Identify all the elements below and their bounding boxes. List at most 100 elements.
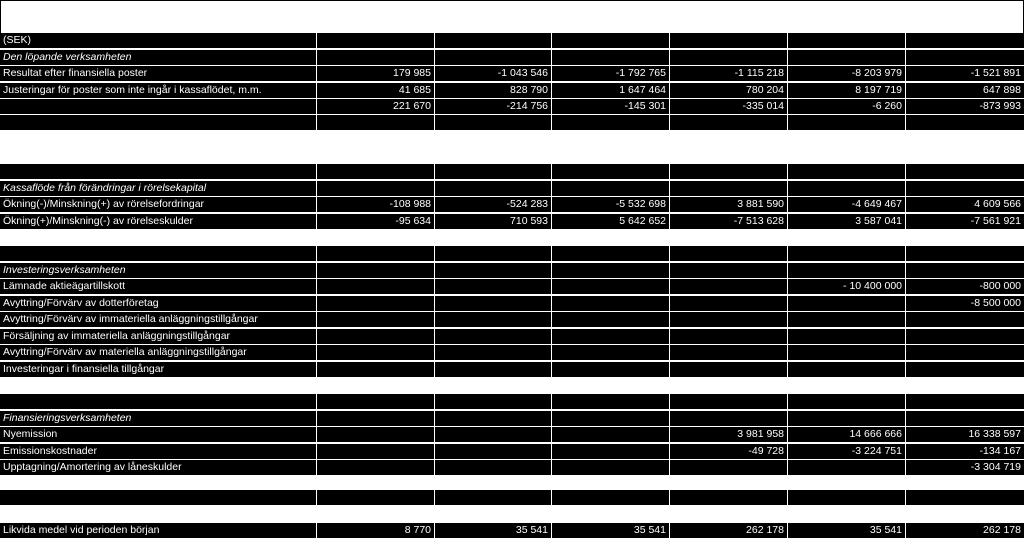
value-cell-col4[interactable]: 3 981 958 xyxy=(670,427,788,443)
value-cell-col6[interactable] xyxy=(906,50,1024,66)
value-cell-col6[interactable]: 262 178 xyxy=(906,523,1024,539)
row-label[interactable] xyxy=(0,115,317,131)
value-cell-col2[interactable] xyxy=(435,329,552,345)
row-label[interactable]: (SEK) xyxy=(0,33,317,49)
value-cell-col6[interactable] xyxy=(906,411,1024,427)
row-label[interactable]: Ökning(-)/Minskning(+) av rörelsefordrin… xyxy=(0,197,317,213)
value-cell-col3[interactable] xyxy=(552,33,670,49)
row-label[interactable]: Upptagning/Amortering av låneskulder xyxy=(0,460,317,476)
row-label[interactable]: Investeringar i finansiella tillgångar xyxy=(0,362,317,378)
value-cell-col4[interactable]: -7 513 628 xyxy=(670,214,788,230)
value-cell-col1[interactable] xyxy=(317,296,435,312)
value-cell-col3[interactable] xyxy=(552,296,670,312)
value-cell-col5[interactable] xyxy=(788,411,906,427)
value-cell-col3[interactable] xyxy=(552,427,670,443)
value-cell-col2[interactable]: 710 593 xyxy=(435,214,552,230)
value-cell-col2[interactable]: -1 043 546 xyxy=(435,66,552,82)
value-cell-col3[interactable] xyxy=(552,312,670,328)
value-cell-col2[interactable] xyxy=(435,362,552,378)
value-cell-col2[interactable] xyxy=(435,296,552,312)
value-cell-col2[interactable] xyxy=(435,246,552,262)
value-cell-col6[interactable] xyxy=(906,329,1024,345)
value-cell-col6[interactable] xyxy=(906,115,1024,131)
value-cell-col1[interactable]: 221 670 xyxy=(317,99,435,115)
value-cell-col5[interactable] xyxy=(788,329,906,345)
value-cell-col4[interactable] xyxy=(670,246,788,262)
value-cell-col5[interactable] xyxy=(788,246,906,262)
value-cell-col3[interactable] xyxy=(552,164,670,180)
value-cell-col3[interactable] xyxy=(552,246,670,262)
value-cell-col5[interactable] xyxy=(788,362,906,378)
value-cell-col5[interactable]: - 10 400 000 xyxy=(788,279,906,295)
row-label[interactable]: Resultat efter finansiella poster xyxy=(0,66,317,82)
row-label[interactable] xyxy=(0,490,317,506)
row-label[interactable]: Investeringsverksamheten xyxy=(0,263,317,279)
value-cell-col2[interactable]: 35 541 xyxy=(435,523,552,539)
row-label[interactable]: Nyemission xyxy=(0,427,317,443)
value-cell-col3[interactable] xyxy=(552,460,670,476)
value-cell-col1[interactable] xyxy=(317,490,435,506)
value-cell-col1[interactable] xyxy=(317,33,435,49)
value-cell-col3[interactable]: -145 301 xyxy=(552,99,670,115)
row-label[interactable]: Försäljning av immateriella anläggningst… xyxy=(0,329,317,345)
value-cell-col6[interactable]: -8 500 000 xyxy=(906,296,1024,312)
value-cell-col5[interactable] xyxy=(788,296,906,312)
value-cell-col2[interactable] xyxy=(435,263,552,279)
row-label[interactable]: Likvida medel vid perioden början xyxy=(0,523,317,539)
value-cell-col1[interactable] xyxy=(317,329,435,345)
value-cell-col3[interactable] xyxy=(552,181,670,197)
value-cell-col4[interactable] xyxy=(670,394,788,410)
value-cell-col4[interactable]: -1 115 218 xyxy=(670,66,788,82)
row-label[interactable] xyxy=(0,246,317,262)
value-cell-col3[interactable] xyxy=(552,394,670,410)
value-cell-col5[interactable] xyxy=(788,115,906,131)
row-label[interactable]: Avyttring/Förvärv av immateriella anlägg… xyxy=(0,312,317,328)
value-cell-col4[interactable] xyxy=(670,181,788,197)
value-cell-col6[interactable]: -1 521 891 xyxy=(906,66,1024,82)
value-cell-col3[interactable]: 1 647 464 xyxy=(552,83,670,99)
value-cell-col1[interactable] xyxy=(317,345,435,361)
value-cell-col6[interactable] xyxy=(906,263,1024,279)
value-cell-col4[interactable]: 3 881 590 xyxy=(670,197,788,213)
value-cell-col1[interactable]: -95 634 xyxy=(317,214,435,230)
row-label[interactable]: Kassaflöde från förändringar i rörelseka… xyxy=(0,181,317,197)
value-cell-col6[interactable] xyxy=(906,33,1024,49)
value-cell-col5[interactable] xyxy=(788,490,906,506)
value-cell-col5[interactable]: 8 197 719 xyxy=(788,83,906,99)
value-cell-col4[interactable] xyxy=(670,362,788,378)
row-label[interactable] xyxy=(0,99,317,115)
value-cell-col4[interactable] xyxy=(670,345,788,361)
value-cell-col6[interactable]: -3 304 719 xyxy=(906,460,1024,476)
value-cell-col5[interactable]: -8 203 979 xyxy=(788,66,906,82)
value-cell-col2[interactable] xyxy=(435,490,552,506)
value-cell-col3[interactable] xyxy=(552,444,670,460)
title-cell[interactable] xyxy=(0,0,1024,34)
value-cell-col5[interactable]: 35 541 xyxy=(788,523,906,539)
value-cell-col2[interactable] xyxy=(435,444,552,460)
value-cell-col5[interactable] xyxy=(788,460,906,476)
value-cell-col3[interactable] xyxy=(552,279,670,295)
value-cell-col1[interactable] xyxy=(317,394,435,410)
value-cell-col6[interactable] xyxy=(906,181,1024,197)
value-cell-col5[interactable] xyxy=(788,33,906,49)
value-cell-col1[interactable] xyxy=(317,246,435,262)
value-cell-col2[interactable] xyxy=(435,460,552,476)
value-cell-col5[interactable]: -6 260 xyxy=(788,99,906,115)
value-cell-col5[interactable]: 3 587 041 xyxy=(788,214,906,230)
value-cell-col3[interactable] xyxy=(552,329,670,345)
value-cell-col4[interactable]: 262 178 xyxy=(670,523,788,539)
value-cell-col4[interactable] xyxy=(670,460,788,476)
value-cell-col1[interactable]: 41 685 xyxy=(317,83,435,99)
value-cell-col3[interactable]: -1 792 765 xyxy=(552,66,670,82)
value-cell-col5[interactable]: 14 666 666 xyxy=(788,427,906,443)
row-label[interactable]: Emissionskostnader xyxy=(0,444,317,460)
value-cell-col4[interactable] xyxy=(670,329,788,345)
value-cell-col2[interactable] xyxy=(435,33,552,49)
value-cell-col4[interactable]: 780 204 xyxy=(670,83,788,99)
value-cell-col6[interactable]: 647 898 xyxy=(906,83,1024,99)
value-cell-col3[interactable] xyxy=(552,50,670,66)
row-label[interactable] xyxy=(0,164,317,180)
value-cell-col1[interactable] xyxy=(317,164,435,180)
value-cell-col2[interactable] xyxy=(435,394,552,410)
value-cell-col2[interactable] xyxy=(435,312,552,328)
